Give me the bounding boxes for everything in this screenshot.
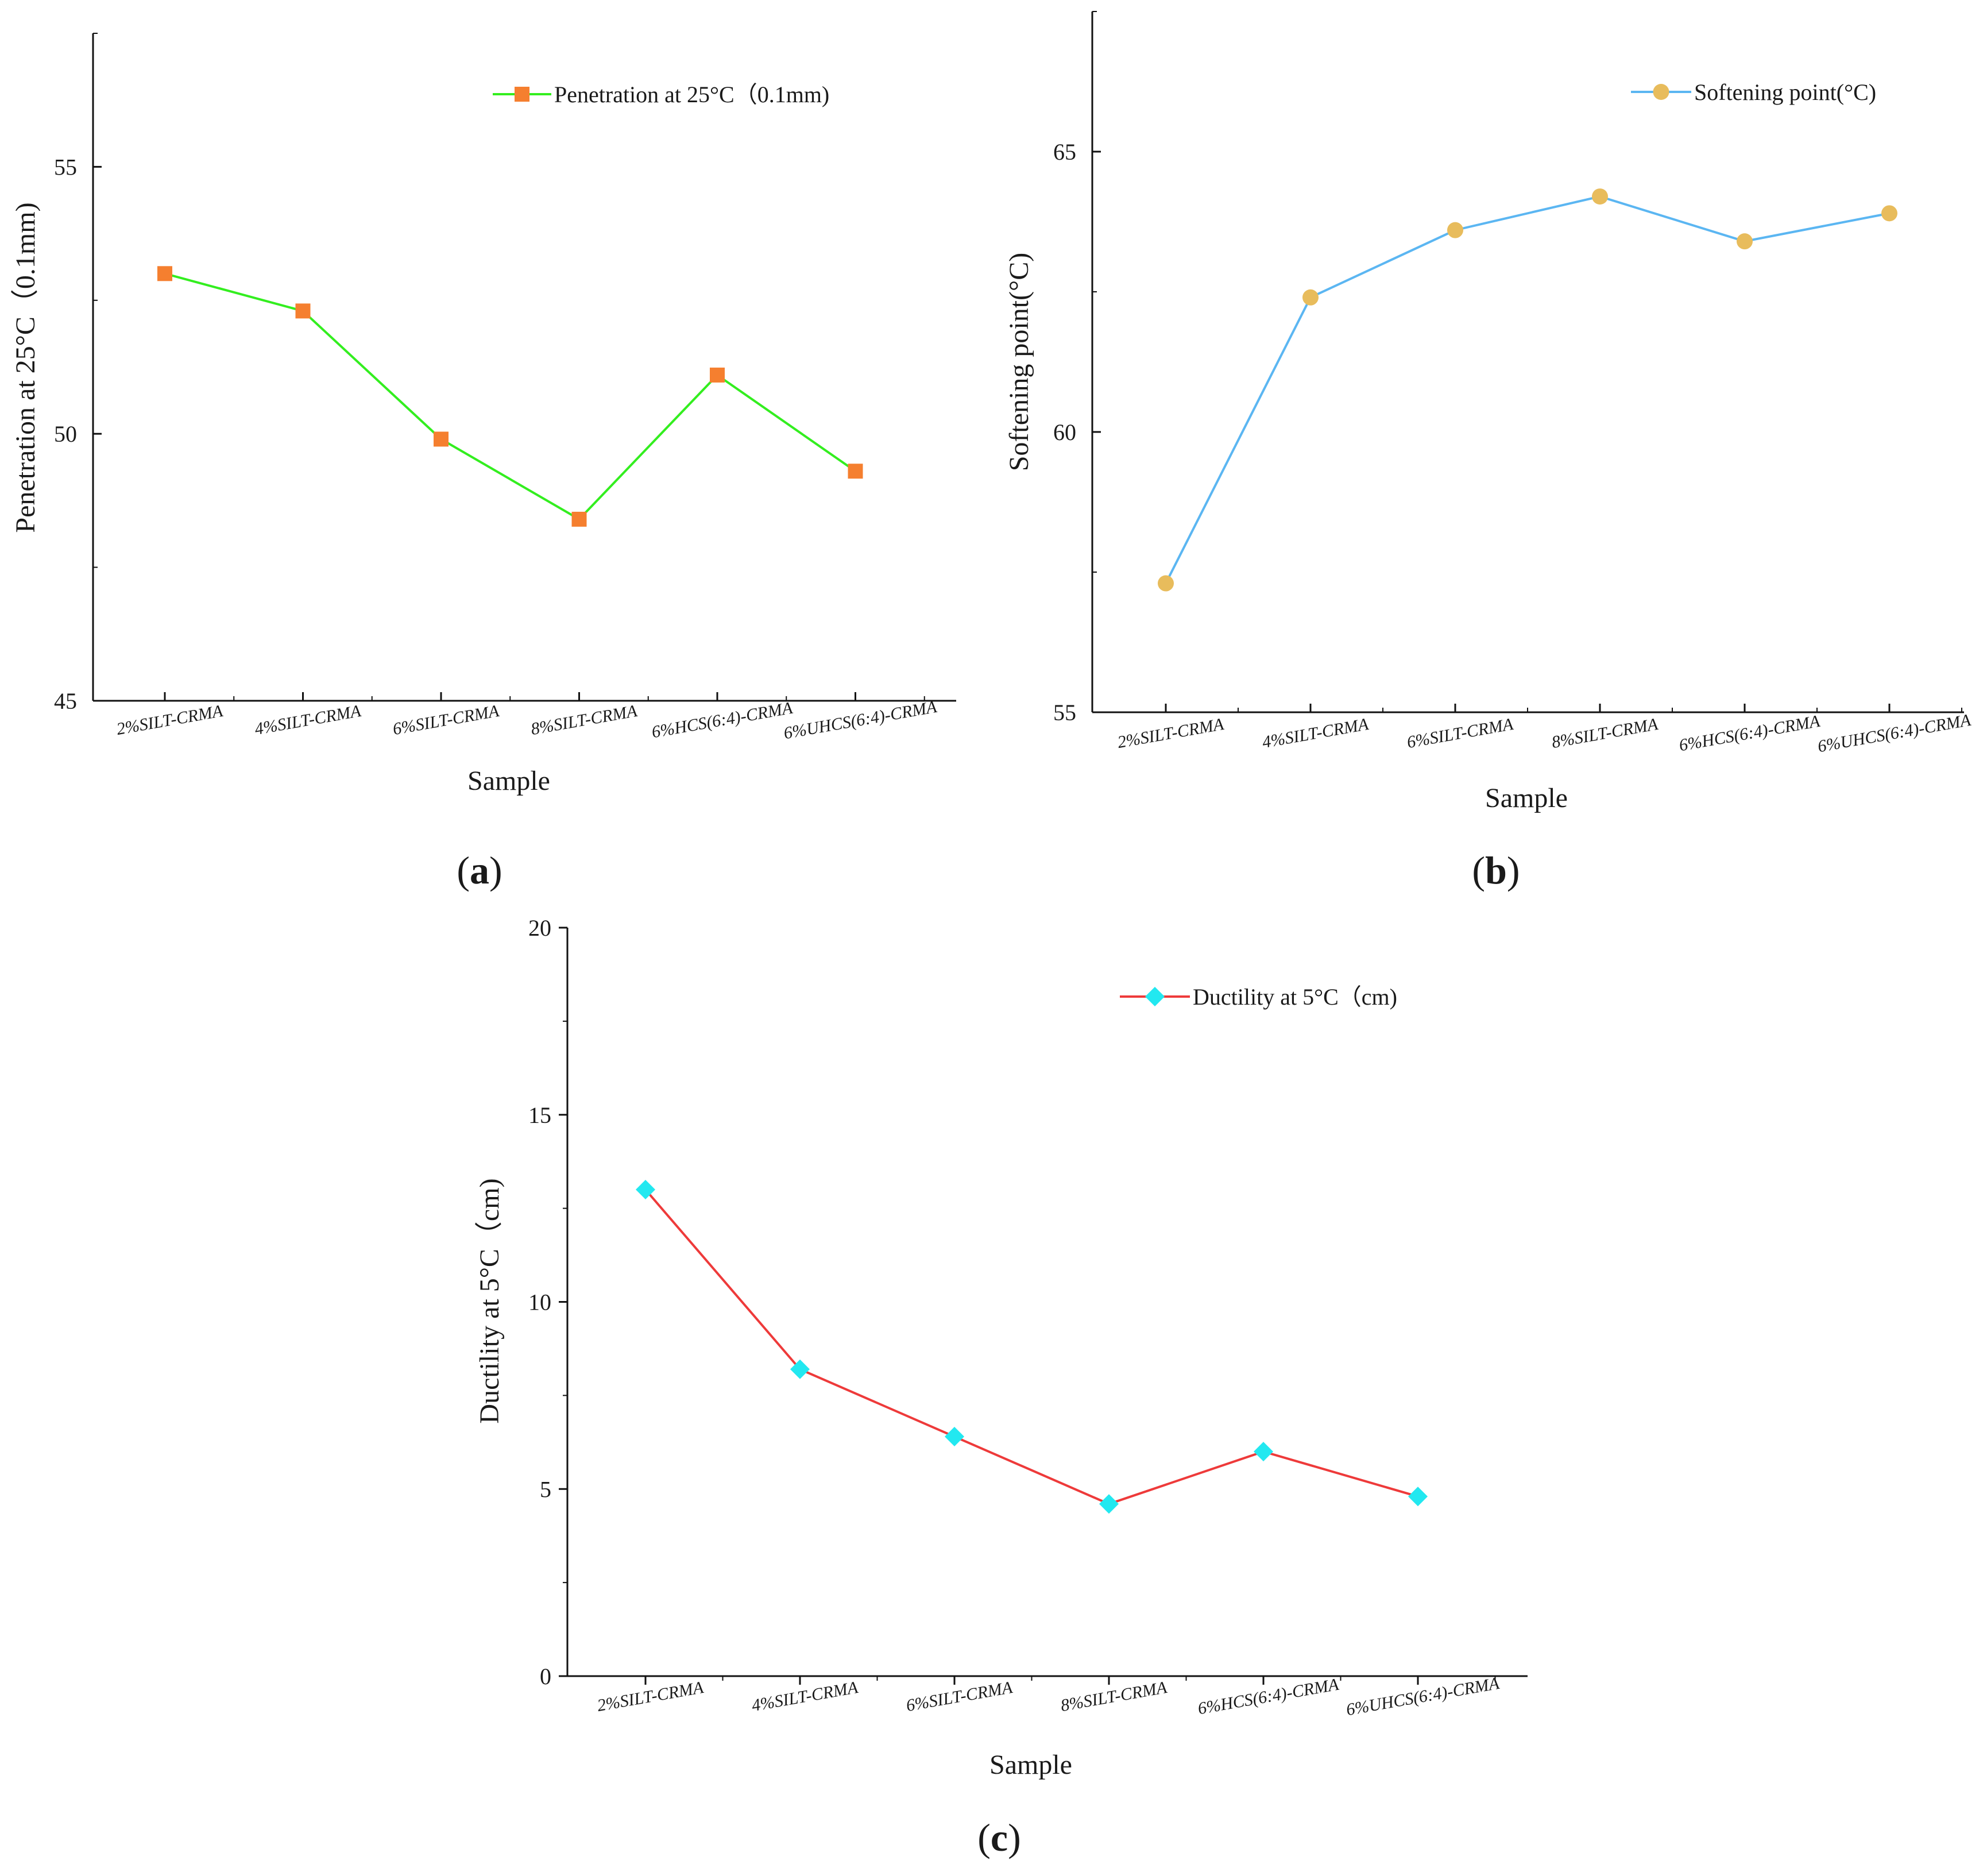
x-tick-label: 6%HCS(6:4)-CRMA [1677, 712, 1822, 755]
data-point [1592, 188, 1608, 205]
legend: Softening point(°C) [1631, 79, 1876, 105]
legend-marker [1653, 84, 1669, 100]
y-tick-label: 65 [1053, 139, 1076, 165]
series-line [164, 272, 856, 521]
x-tick-label: 4%SILT-CRMA [750, 1678, 860, 1715]
y-tick-label: 60 [1053, 419, 1076, 445]
series-line [1165, 195, 1890, 584]
data-point [571, 511, 587, 527]
data-point [1881, 205, 1897, 222]
data-point [157, 266, 172, 281]
x-tick-label: 2%SILT-CRMA [115, 701, 225, 739]
data-point [1408, 1487, 1428, 1507]
x-axis-title: Sample [467, 766, 550, 796]
x-axis-title: Sample [989, 1750, 1072, 1780]
y-axis-title: Ductility at 5°C（cm) [474, 1178, 505, 1423]
x-tick-label: 2%SILT-CRMA [1116, 715, 1226, 752]
series-line [644, 1188, 1418, 1506]
x-tick-label: 4%SILT-CRMA [253, 701, 363, 739]
data-point [1254, 1442, 1273, 1462]
y-tick-label: 45 [54, 688, 77, 714]
data-point [434, 431, 449, 447]
x-tick-label: 6%UHCS(6:4)-CRMA [782, 697, 938, 743]
legend: Penetration at 25°C（0.1mm) [493, 82, 829, 107]
x-axis-title: Sample [1485, 783, 1568, 813]
x-tick-label: 6%HCS(6:4)-CRMA [650, 698, 794, 742]
legend-marker [515, 87, 529, 102]
data-point [1447, 222, 1463, 238]
legend-label: Softening point(°C) [1694, 79, 1876, 105]
chart-a: 45 50 55 2%SILT-CRMA 4%SILT-CRMA 6%SILT-CRMA 8… [10, 33, 956, 796]
x-tick-label: 6%SILT-CRMA [1405, 715, 1515, 752]
legend-marker [1145, 987, 1165, 1006]
x-tick-label: 4%SILT-CRMA [1261, 715, 1370, 752]
panel-label-b: (b) [1472, 848, 1520, 892]
y-tick-label: 0 [540, 1663, 551, 1689]
data-point [790, 1359, 810, 1379]
panel-label-a: (a) [457, 848, 502, 892]
data-point [945, 1427, 964, 1447]
chart-c: 0 5 10 15 20 2%SILT-CRMA 4%SILT-CRMA 6%SILT-CRM… [474, 915, 1528, 1780]
y-tick-label: 5 [540, 1476, 551, 1502]
legend-label: Ductility at 5°C（cm) [1193, 984, 1397, 1010]
x-tick-label: 8%SILT-CRMA [1550, 715, 1660, 752]
y-tick-label: 55 [1053, 700, 1076, 725]
x-tick-label: 8%SILT-CRMA [1059, 1678, 1169, 1715]
y-tick-label: 20 [528, 915, 551, 941]
data-point [295, 303, 311, 319]
legend-label: Penetration at 25°C（0.1mm) [554, 82, 829, 107]
y-tick-label: 50 [54, 421, 77, 447]
data-point [636, 1180, 655, 1200]
y-tick-label: 15 [528, 1102, 551, 1128]
x-tick-label: 6%UHCS(6:4)-CRMA [1816, 711, 1973, 756]
x-tick-label: 6%UHCS(6:4)-CRMA [1345, 1674, 1501, 1719]
chart-b: 55 60 65 2%SILT-CRMA 4%SILT-CRMA 6%SILT-CRMA 8… [1004, 11, 1973, 813]
legend: Ductility at 5°C（cm) [1120, 984, 1397, 1010]
data-point [1158, 575, 1174, 592]
x-tick-label: 6%SILT-CRMA [391, 701, 501, 739]
data-point [710, 367, 725, 383]
panel-label-c: (c) [977, 1816, 1021, 1859]
x-tick-label: 6%SILT-CRMA [904, 1678, 1014, 1715]
data-point [1302, 289, 1319, 306]
data-point [848, 464, 863, 479]
x-tick-label: 2%SILT-CRMA [596, 1678, 705, 1715]
x-tick-label: 6%HCS(6:4)-CRMA [1196, 1675, 1340, 1719]
y-tick-label: 55 [54, 154, 77, 180]
data-point [1099, 1494, 1119, 1514]
y-tick-label: 10 [528, 1290, 551, 1315]
data-point [1737, 233, 1753, 250]
x-tick-label: 8%SILT-CRMA [529, 701, 639, 739]
y-axis-title: Softening point(°C) [1004, 253, 1034, 472]
y-axis-title: Penetration at 25°C（0.1mm) [10, 202, 41, 532]
